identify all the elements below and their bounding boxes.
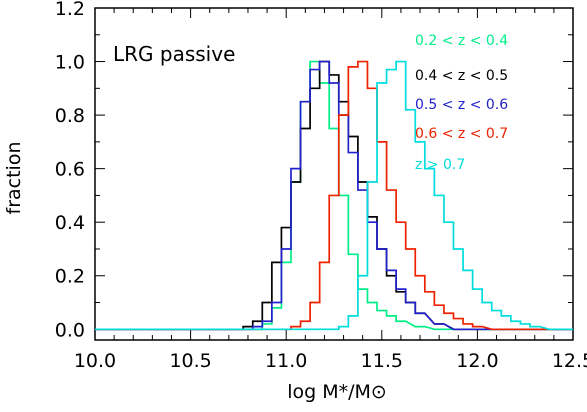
y-tick-label: 0.0 xyxy=(55,319,85,341)
legend-entry-0: 0.2 < z < 0.4 xyxy=(415,33,508,49)
legend-entry-1: 0.4 < z < 0.5 xyxy=(415,68,508,84)
y-tick-label: 0.6 xyxy=(55,159,85,181)
annotation-label: LRG passive xyxy=(113,42,235,66)
legend-entry-4: z > 0.7 xyxy=(415,157,465,173)
axis-labels: 10.0 10.5 11.0 11.5 12.0 12.5 0.0 0.2 0.4 0.6 0.8 1… xyxy=(55,0,587,372)
y-tick-label: 0.2 xyxy=(55,266,85,288)
y-tick-label: 0.8 xyxy=(55,105,85,127)
x-tick-label: 11.0 xyxy=(265,350,307,372)
series-line-4 xyxy=(95,60,573,331)
y-tick-label: 0.4 xyxy=(55,212,85,234)
y-tick-label: 1.2 xyxy=(55,0,85,20)
x-axis-label: log M*/M⊙ xyxy=(287,381,387,403)
axis-ticks xyxy=(94,7,574,340)
legend-entry-3: 0.6 < z < 0.7 xyxy=(415,126,508,142)
legend-entry-2: 0.5 < z < 0.6 xyxy=(415,97,508,113)
x-tick-label: 10.5 xyxy=(169,350,211,372)
x-tick-label: 11.5 xyxy=(361,350,403,372)
x-tick-label: 12.5 xyxy=(552,350,587,372)
y-axis-label: fraction xyxy=(3,142,25,215)
x-tick-label: 12.0 xyxy=(456,350,498,372)
x-tick-label: 10.0 xyxy=(74,350,116,372)
series-line-3 xyxy=(95,60,573,331)
legend: 0.2 < z < 0.4 0.4 < z < 0.5 0.5 < z < 0.6 0… xyxy=(415,33,508,173)
plot-frame xyxy=(94,7,574,341)
series-group xyxy=(95,60,573,331)
y-tick-label: 1.0 xyxy=(55,52,85,74)
